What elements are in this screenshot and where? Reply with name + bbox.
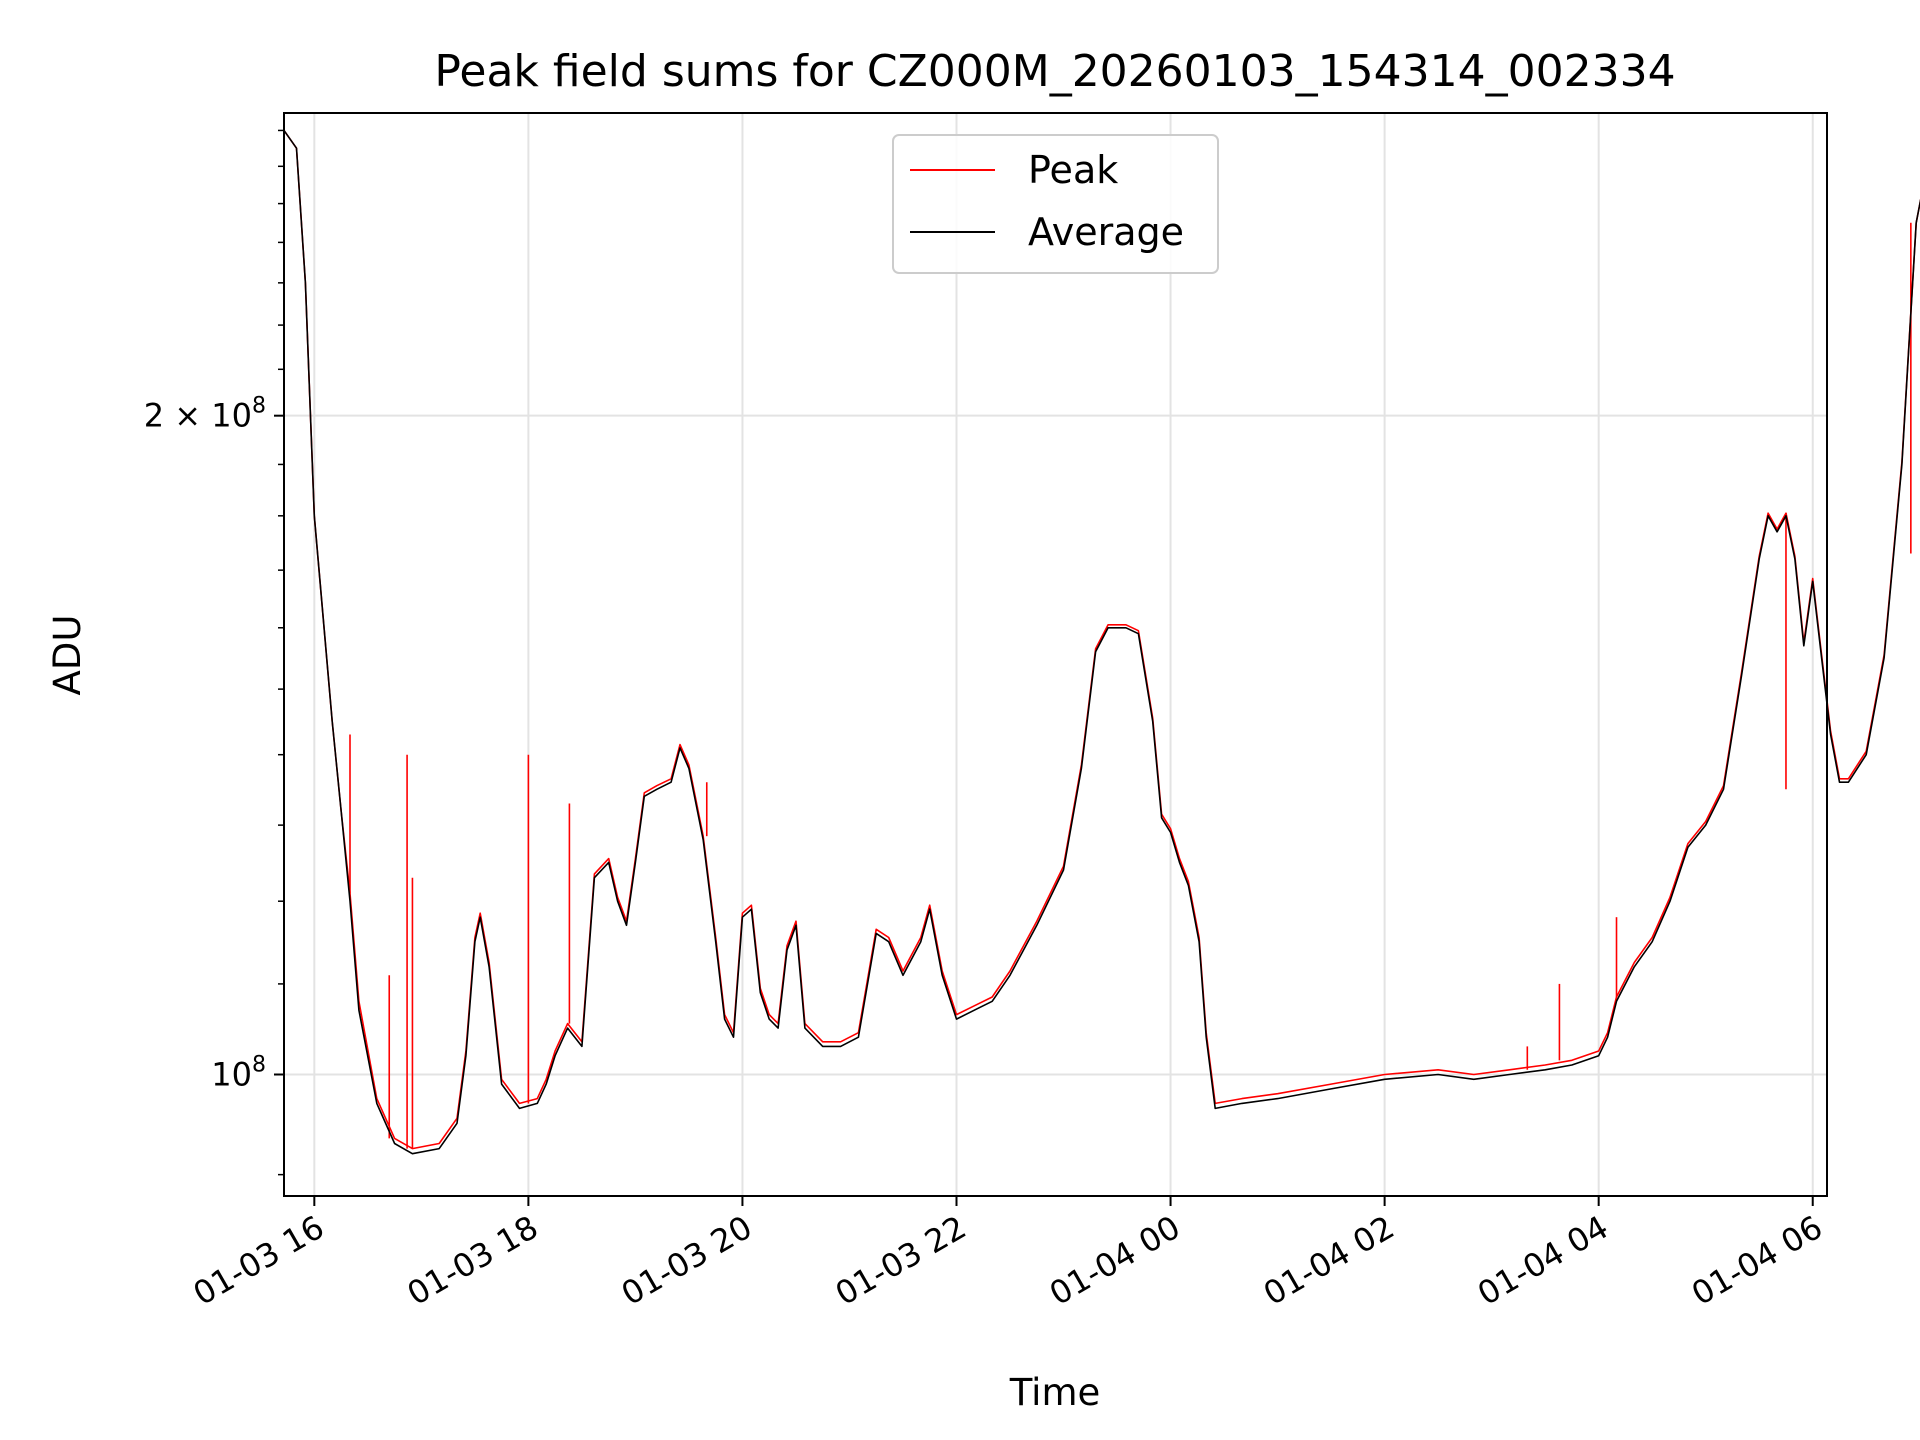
grid-lines xyxy=(284,113,1827,1196)
legend-average-label: Average xyxy=(1028,210,1184,254)
plot-area xyxy=(283,129,1920,1155)
legend: Peak Average xyxy=(892,134,1219,274)
x-axis-label: Time xyxy=(1009,1371,1101,1414)
chart-title: Peak field sums for CZ000M_20260103_1543… xyxy=(434,46,1675,97)
legend-peak-label: Peak xyxy=(1028,148,1118,192)
series-line-average xyxy=(283,129,1920,1155)
y-tick-label: 2 × 108 xyxy=(144,394,266,435)
y-tick-label: 108 xyxy=(211,1052,266,1093)
y-axis-ticks: 108 2 × 108 xyxy=(144,129,284,1176)
plot-frame xyxy=(283,112,1828,1197)
y-axis-label: ADU xyxy=(46,615,89,696)
